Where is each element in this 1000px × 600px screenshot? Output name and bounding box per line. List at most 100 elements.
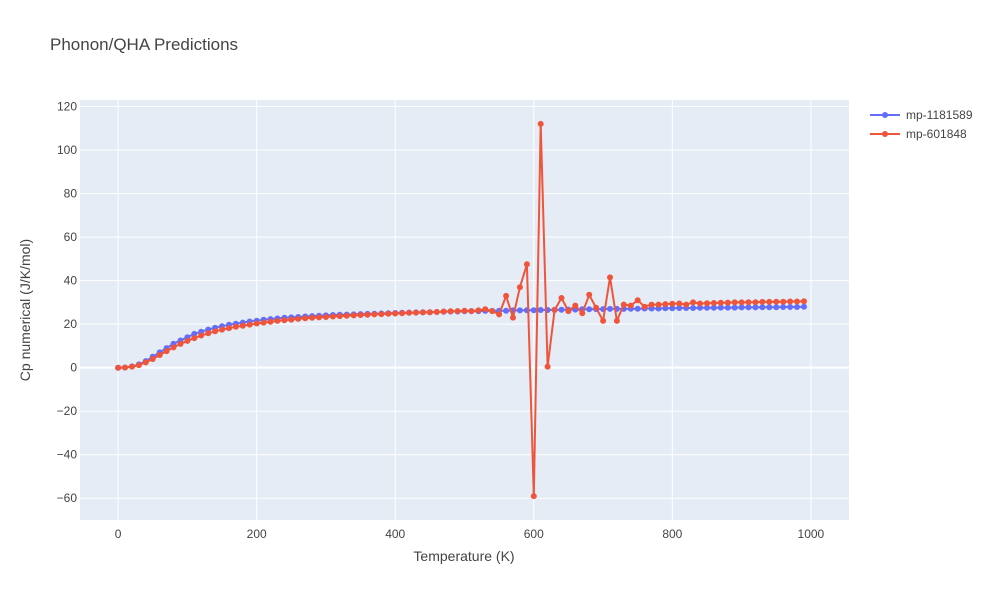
data-point (690, 299, 697, 306)
data-point (309, 314, 316, 321)
x-tick-label: 400 (385, 527, 405, 541)
data-point (239, 322, 246, 329)
legend-item-mp-1181589[interactable]: mp-1181589 (870, 108, 973, 122)
data-point (399, 310, 406, 317)
data-point (759, 304, 766, 311)
data-point (523, 261, 530, 268)
data-point (752, 299, 759, 306)
y-tick-label: 120 (57, 100, 77, 114)
data-point (565, 308, 572, 315)
x-tick-label: 200 (247, 527, 267, 541)
data-point (697, 304, 703, 311)
y-tick-label: 0 (70, 361, 77, 375)
data-point (662, 305, 669, 312)
data-point (766, 298, 773, 305)
data-point (773, 304, 780, 311)
data-point (364, 311, 371, 318)
data-point (406, 309, 413, 316)
x-tick-label: 800 (662, 527, 682, 541)
data-point (191, 330, 198, 337)
data-point (620, 301, 627, 308)
data-point (745, 299, 752, 306)
data-point (205, 330, 212, 337)
data-point (357, 312, 364, 318)
data-point (752, 304, 759, 311)
y-tick-label: 60 (64, 230, 78, 244)
data-point (787, 304, 794, 310)
data-point (191, 335, 198, 342)
data-point (717, 304, 724, 311)
data-point (440, 308, 447, 315)
data-point (544, 363, 551, 370)
data-point (447, 308, 454, 315)
data-point (586, 291, 593, 298)
x-tick-label: 0 (115, 527, 122, 541)
data-point (530, 307, 537, 314)
data-point (516, 284, 523, 291)
data-point (433, 309, 440, 315)
y-tick-labels: −60 −40 −20 0 20 40 60 80 100 120 (57, 100, 78, 506)
data-point (558, 295, 565, 301)
y-axis-title: Cp numerical (J/K/mol) (17, 239, 33, 381)
data-point (551, 307, 558, 313)
data-point (219, 326, 225, 333)
data-point (537, 307, 544, 313)
legend: mp-1181589 mp-601848 (870, 108, 973, 141)
data-point (627, 302, 634, 309)
data-point (232, 323, 239, 330)
data-point (115, 364, 122, 371)
data-point (613, 317, 620, 324)
data-point (336, 313, 343, 320)
data-point (184, 337, 191, 344)
data-point (690, 305, 697, 311)
data-point (246, 321, 253, 328)
x-tick-label: 1000 (798, 527, 825, 541)
data-point (503, 307, 510, 314)
data-point (350, 312, 357, 319)
data-point (724, 299, 731, 306)
data-point (413, 309, 419, 316)
data-point (419, 309, 426, 316)
data-point (253, 320, 260, 327)
data-point (496, 311, 503, 318)
x-axis-title: Temperature (K) (413, 548, 514, 564)
y-tick-label: −60 (57, 491, 78, 505)
data-point (302, 315, 309, 322)
y-tick-label: −20 (57, 404, 78, 418)
series-layer (115, 120, 807, 500)
data-point (198, 332, 205, 339)
data-point (780, 304, 787, 310)
data-point (503, 292, 510, 299)
data-point (738, 304, 745, 311)
data-point (329, 313, 336, 320)
data-point (475, 307, 482, 314)
data-point (704, 304, 710, 311)
data-point (516, 307, 523, 314)
legend-item-mp-601848[interactable]: mp-601848 (870, 127, 967, 141)
data-point (142, 359, 149, 366)
y-tick-label: 20 (64, 317, 78, 331)
data-point (717, 299, 724, 306)
data-point (281, 317, 288, 324)
data-point (731, 304, 738, 311)
data-point (129, 363, 135, 370)
data-point (461, 307, 468, 314)
data-point (489, 308, 496, 315)
data-point (773, 298, 780, 305)
data-point (794, 304, 800, 310)
data-point (226, 325, 232, 332)
data-point (724, 304, 731, 311)
data-point (655, 301, 662, 308)
gridlines (80, 100, 849, 520)
data-point (697, 300, 703, 307)
y-tick-label: 100 (57, 143, 77, 157)
data-point (634, 297, 641, 304)
legend-label-0: mp-1181589 (906, 108, 973, 122)
y-tick-label: 80 (64, 187, 78, 201)
data-point (135, 362, 142, 369)
data-point (295, 315, 302, 322)
data-point (530, 493, 537, 500)
data-point (780, 298, 787, 305)
data-point (468, 308, 475, 315)
data-point (787, 298, 794, 305)
